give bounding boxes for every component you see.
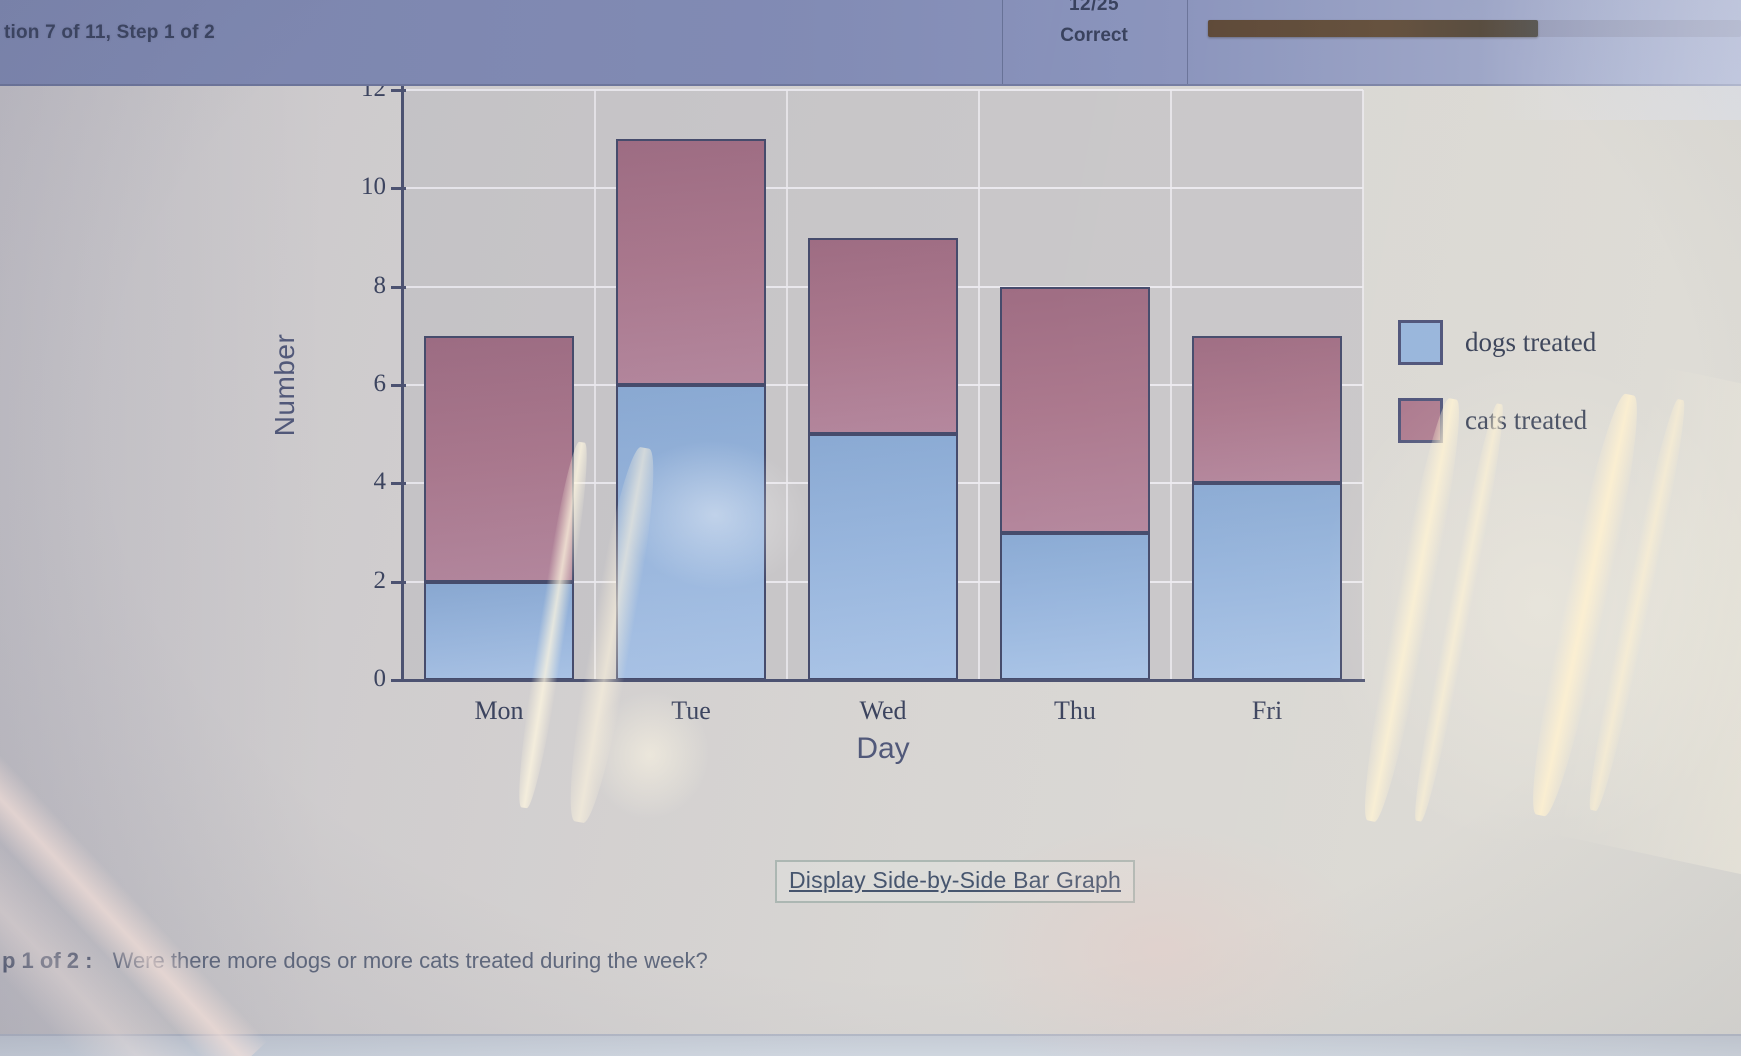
v-gridline [1362,90,1364,680]
display-side-by-side-link[interactable]: Display Side-by-Side Bar Graph [789,867,1121,893]
cats-bar-mon [424,335,574,582]
v-gridline [978,90,980,680]
header-bar: tion 7 of 11, Step 1 of 2 12/25 Correct [0,0,1741,86]
legend-label: dogs treated [1465,327,1597,357]
display-side-by-side-link-box[interactable]: Display Side-by-Side Bar Graph [775,860,1135,903]
question-step-label: p 1 of 2 : [2,948,93,973]
dogs-bar-wed [808,434,958,680]
x-axis-title: Day [856,732,910,765]
x-tick-label: Mon [474,696,524,725]
y-axis-title: Number [269,333,300,437]
score-cell: 12/25 Correct [1010,0,1178,47]
y-tick-label: 6 [373,370,387,397]
question-line: p 1 of 2 : Were there more dogs or more … [2,948,708,974]
dogs-bar-fri [1192,483,1342,680]
cats-bar-thu [1000,286,1150,533]
cats-bar-wed [808,237,958,435]
legend-item-cats: cats treated [1398,398,1596,443]
y-tick [391,89,406,92]
y-tick-label: 8 [373,271,387,299]
score-value: 12/25 [1068,0,1120,15]
score-label: Correct [1060,25,1128,46]
h-gridline [403,89,1363,91]
v-gridline [594,90,596,680]
y-tick-label: 2 [373,566,387,594]
cats-bar-fri [1192,335,1342,484]
cats-bar-tue [616,139,766,385]
x-axis-line [401,679,1365,682]
dogs-bar-mon [424,581,574,680]
y-tick-label: 4 [373,468,387,496]
y-tick-label: 0 [373,665,387,692]
x-tick-label: Thu [1054,696,1096,725]
y-tick [391,384,406,387]
cats-swatch-icon [1398,398,1443,443]
x-tick-label: Tue [671,696,711,725]
y-tick [391,580,406,584]
question-nav-label: tion 7 of 11, Step 1 of 2 [4,22,215,43]
plot-area [403,89,1364,680]
chart-legend: dogs treated cats treated [1398,320,1596,476]
v-gridline [1170,90,1172,680]
v-gridline [786,90,788,680]
dogs-bar-thu [1000,532,1150,680]
y-tick-label: 10 [361,173,386,201]
y-tick [391,285,406,289]
dogs-bar-tue [616,385,766,680]
question-text: Were there more dogs or more cats treate… [112,948,708,973]
legend-label: cats treated [1465,405,1588,435]
progress-bar-fill [1208,20,1539,37]
bottom-strip [0,1034,1741,1056]
h-gridline [403,187,1363,190]
y-tick [391,187,406,191]
progress-bar [1208,20,1741,37]
legend-item-dogs: dogs treated [1398,320,1596,365]
x-tick-label: Fri [1251,696,1283,725]
y-tick [391,679,406,682]
y-tick [391,482,406,486]
header-divider [1002,0,1003,84]
header-divider [1187,0,1188,84]
dogs-swatch-icon [1398,320,1443,365]
x-tick-label: Wed [859,696,907,725]
